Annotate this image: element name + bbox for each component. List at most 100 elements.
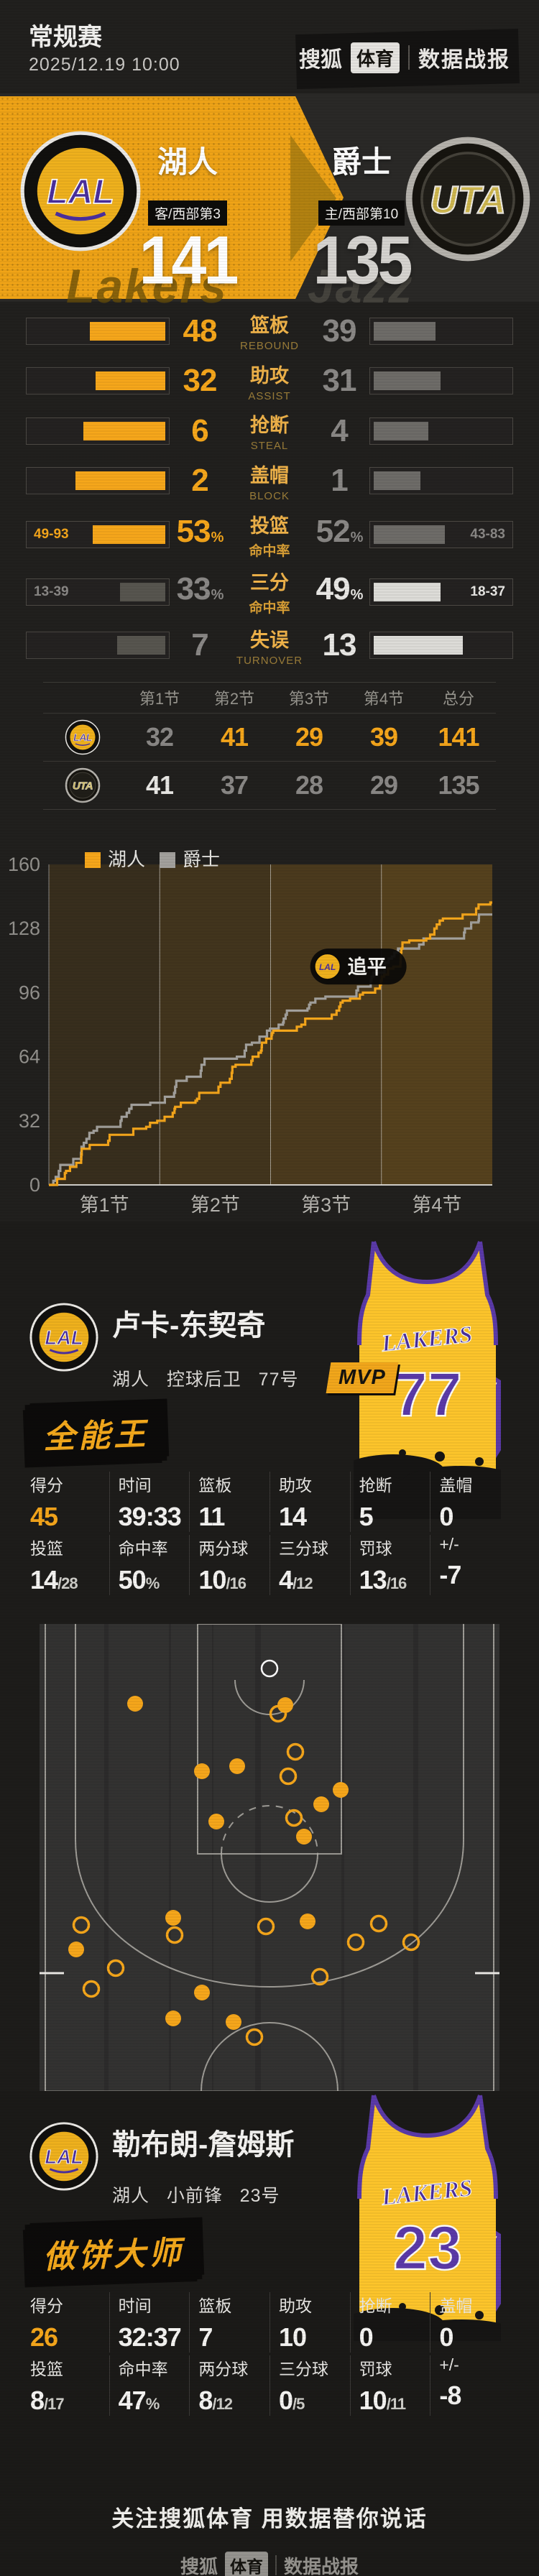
- stat-cell-value: 11: [198, 1502, 225, 1531]
- home-stat-value: 2: [191, 463, 208, 499]
- stat-cell-value: 0/5: [278, 2386, 305, 2415]
- match-datetime: 2025/12.19 10:00: [29, 55, 180, 75]
- home-stat-bar: [26, 317, 170, 345]
- stat-cell-label: 助攻: [278, 2296, 312, 2315]
- score-trend-chart: 0 32 64 96 128 160 第1节 第2节 第3节 第4节 湖人 爵士 LAL 追平: [0, 819, 539, 1222]
- quarter-score-table: 第1节 第2节 第3节 第4节 总分 32 41 29 39 141 41 37 28 29 135: [43, 682, 496, 810]
- home-bar-fill: [83, 421, 165, 440]
- stat-label: 失误: [250, 629, 289, 651]
- tie-logo-text: LAL: [319, 962, 336, 972]
- stat-cell-label: 抢断: [359, 2296, 392, 2315]
- stat-cell-value: 26: [30, 2322, 58, 2352]
- quarter-score-cell: 32: [145, 722, 174, 752]
- x-tick-label: 第4节: [412, 1194, 461, 1216]
- away-stat-bar: 43-83: [369, 521, 513, 549]
- away-seed-badge: 主/西部第10: [318, 200, 405, 226]
- stat-cell-subvalue: /16: [386, 1574, 407, 1592]
- home-bar-fill: [96, 371, 165, 391]
- stat-cell: 助攻 14: [269, 1472, 350, 1532]
- percent-unit: %: [211, 530, 224, 546]
- quarter-score-cell: 39: [369, 722, 398, 752]
- home-watermark: Lakers: [66, 259, 228, 313]
- home-team-name: 湖人: [157, 145, 218, 179]
- stat-row: 6 抢断 STEAL 4: [0, 410, 539, 452]
- away-attempts: 43-83: [470, 527, 505, 543]
- stat-cell-value: 50%: [118, 1565, 160, 1594]
- stat-cell: 投篮 14/28: [29, 1535, 109, 1595]
- mvp-badge: MVP: [326, 1362, 399, 1393]
- stat-cell: 两分球 8/12: [189, 2355, 270, 2416]
- player-card: LAKERS 23 勒布朗-詹姆斯 湖人 小前锋 23号 做饼大师 得分 26 时间…: [0, 2091, 539, 2443]
- stat-cell-label: 助攻: [278, 1476, 312, 1495]
- legend-swatch: [160, 852, 175, 868]
- jersey-graphic: LAKERS 23: [354, 2091, 501, 2341]
- stat-cell: 命中率 50%: [109, 1535, 190, 1595]
- percent-unit: %: [350, 530, 364, 546]
- quarter-score-cell: 28: [295, 770, 323, 800]
- stat-cell-subvalue: /16: [226, 1574, 247, 1592]
- away-team-name: 爵士: [331, 145, 392, 179]
- away-stat-value: 13: [322, 627, 357, 663]
- lal-logo-small: [65, 719, 101, 755]
- quarter-score-cell: 37: [220, 770, 249, 800]
- stat-label: 助攻: [250, 364, 289, 387]
- made-shot-marker: [194, 1985, 210, 2000]
- stat-cell-label: 罚球: [359, 1539, 392, 1558]
- home-bar-fill: [93, 525, 165, 545]
- away-team-column: 爵士 主/西部第10 135: [308, 138, 415, 294]
- stat-cell-subvalue: /5: [292, 2395, 305, 2413]
- missed-shot-marker: [369, 1914, 388, 1933]
- quarter-score-cell: 29: [369, 770, 398, 800]
- stat-cell-label: 投篮: [30, 1539, 63, 1558]
- footer: 关注搜狐体育 用数据替你说话 搜狐 体育 数据战报: [0, 2443, 539, 2576]
- stat-cell: 篮板 7: [189, 2292, 270, 2353]
- stat-cell-value: 10: [278, 2322, 307, 2352]
- home-stat-bar: 13-39: [26, 578, 170, 606]
- svg-text:23: 23: [393, 2214, 462, 2283]
- stat-cell-label: 时间: [118, 2296, 152, 2315]
- stat-cell-label: 得分: [30, 1476, 63, 1495]
- away-watermark: Jazz: [308, 259, 414, 313]
- quarter-panel-bg: [49, 864, 160, 1185]
- y-tick-label: 64: [19, 1046, 40, 1068]
- stat-cell-label: 时间: [118, 1476, 152, 1495]
- missed-shot-marker: [310, 1967, 329, 1986]
- home-seed-badge: 客/西部第3: [148, 200, 227, 226]
- stat-cell-subvalue: /11: [386, 2395, 406, 2413]
- footer-brand-divider: [275, 2555, 277, 2575]
- away-stat-value: 1: [331, 463, 348, 499]
- y-tick-label: 128: [8, 918, 40, 939]
- missed-shot-marker: [402, 1933, 420, 1952]
- away-stat-value: 4: [331, 412, 348, 448]
- stat-sublabel: 命中率: [249, 601, 290, 617]
- home-stat-value: 33%: [176, 571, 224, 606]
- stat-cell-value: 0: [359, 2322, 374, 2352]
- player-meta: 湖人 控球后卫 77号: [112, 1369, 299, 1390]
- league-label: 常规赛: [29, 24, 102, 51]
- stat-sublabel: 命中率: [249, 543, 290, 559]
- stat-cell-value: 14: [278, 1502, 307, 1531]
- home-stat-bar: [26, 467, 170, 495]
- home-stat-value: 32: [183, 363, 218, 399]
- made-shot-marker: [127, 1696, 143, 1712]
- stat-label: 盖帽: [250, 464, 289, 486]
- stat-cell: 时间 32:37: [109, 2292, 190, 2353]
- stat-cell-value: 10/16: [198, 1565, 247, 1594]
- jazz-logo: [404, 135, 532, 263]
- stat-cell-value: 13/16: [359, 1565, 407, 1594]
- stat-sublabel: ASSIST: [248, 389, 291, 402]
- stat-label: 抢断: [250, 415, 289, 437]
- away-stat-bar: [369, 632, 513, 660]
- home-stat-bar: 49-93: [26, 521, 170, 549]
- stat-cell-label: 投篮: [30, 2360, 63, 2378]
- stat-cell-label: 罚球: [359, 2360, 392, 2378]
- brand-report: 数据战报: [418, 48, 510, 72]
- quarter-score-panel: 第1节 第2节 第3节 第4节 总分 32 41 29 39 141 41 37 28 29 135: [0, 672, 539, 819]
- made-shot-marker: [300, 1913, 315, 1929]
- legend-swatch: [85, 852, 101, 868]
- home-stat-value: 53%: [176, 514, 224, 550]
- shot-chart: [40, 1623, 499, 2092]
- made-shot-marker: [165, 1910, 181, 1926]
- y-tick-label: 96: [19, 982, 40, 1003]
- stat-cell: 两分球 10/16: [189, 1535, 270, 1595]
